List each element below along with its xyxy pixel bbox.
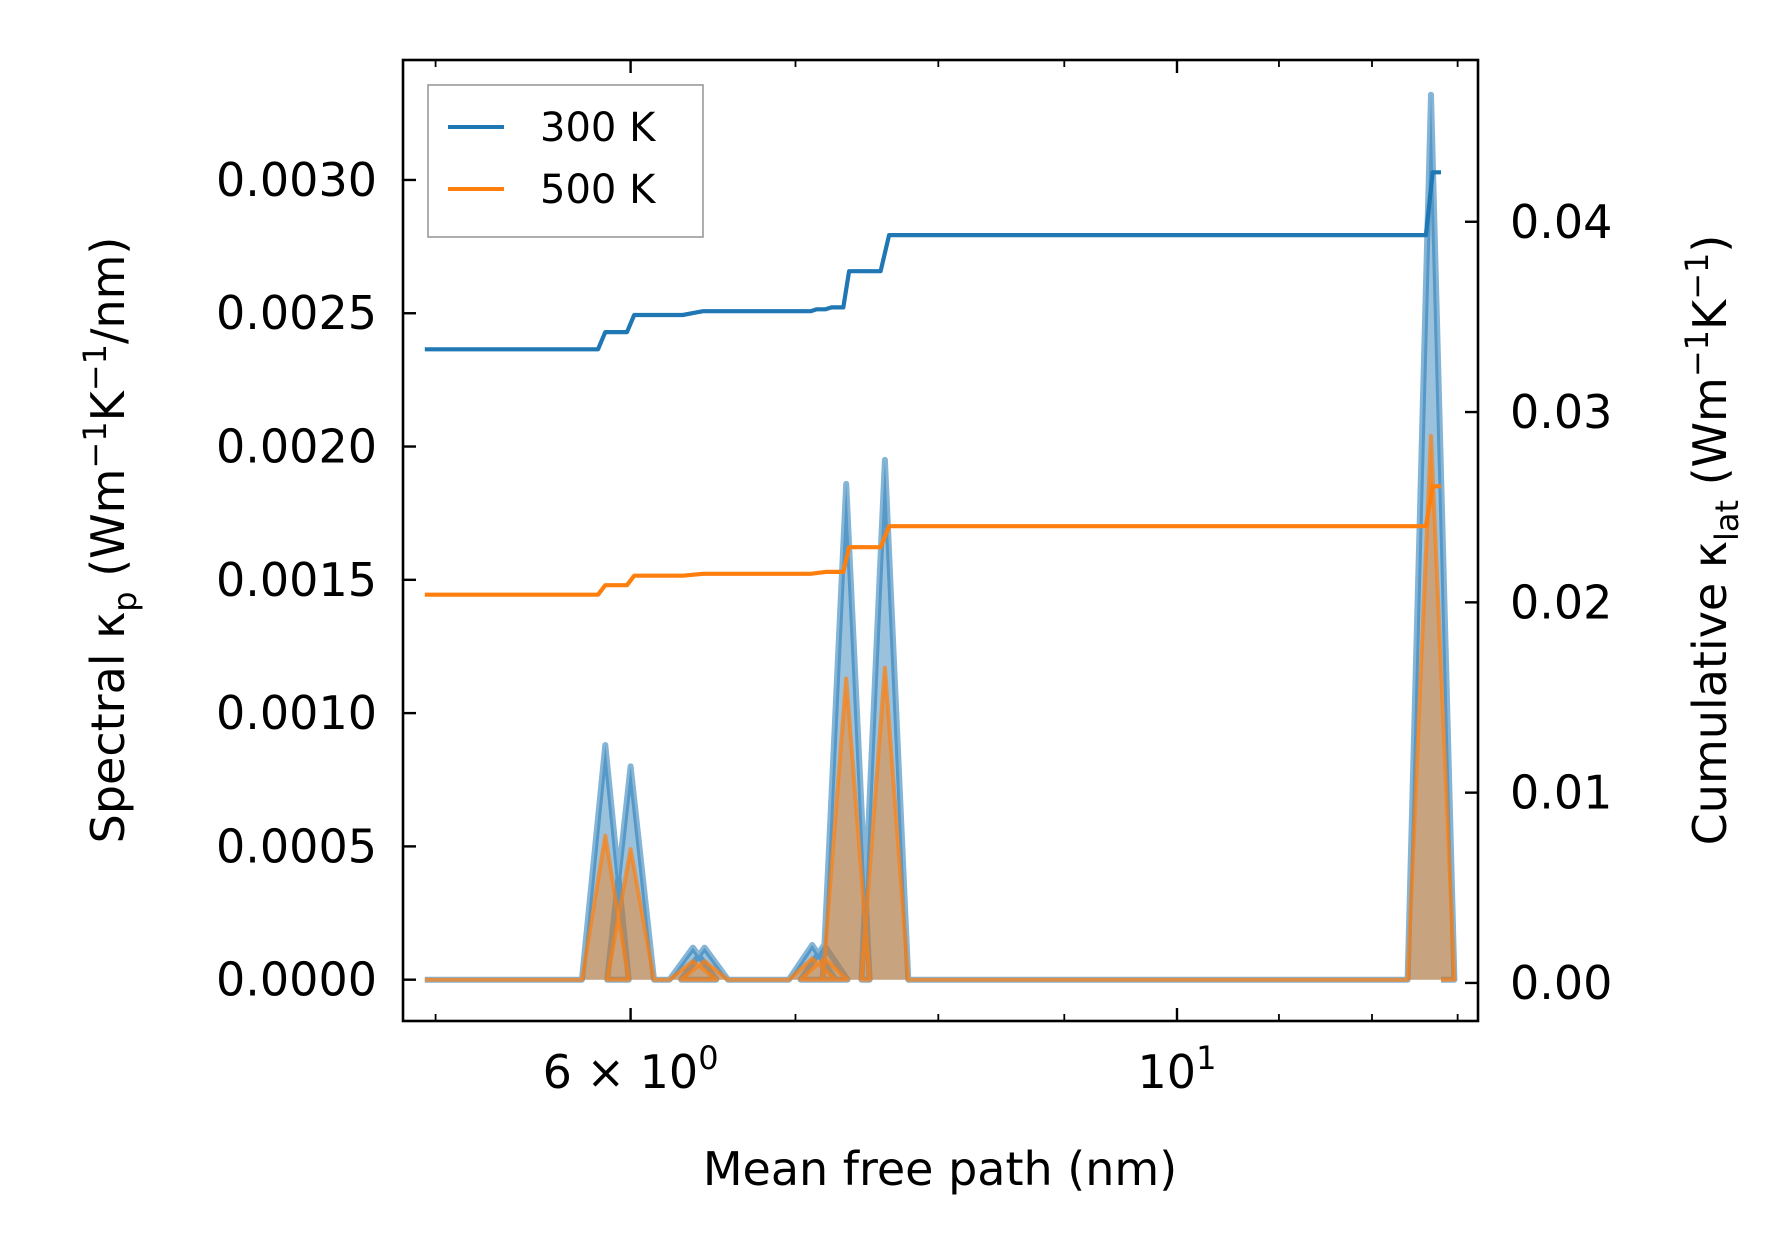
y-right-tick-label-0: 0.00 [1510,956,1612,1010]
right-axis-title: Cumulative κlat (Wm−1K−1) [1678,235,1746,846]
x-axis-title: Mean free path (nm) [703,1142,1177,1196]
y-left-tick-label-3: 0.0015 [216,553,377,607]
plot-frame [401,58,1480,1023]
left-axis-title: Spectral κp (Wm−1K−1/nm) [76,237,144,844]
y-right-tick-label-3: 0.03 [1510,385,1612,439]
y-left-tick-label-4: 0.0020 [216,420,377,474]
legend-frame [427,84,704,238]
ticks-layer: 0.0000 0.0005 0.0010 0.0015 0.0020 0.0025 0.00… [216,60,1612,1099]
y-left-tick-label-0: 0.0000 [216,953,377,1007]
spectral-layer [424,91,1458,983]
legend: 300 K 500 K [427,84,704,238]
y-right-tick-label-1: 0.01 [1510,766,1612,820]
x-tick-label-1: 101 [1138,1039,1217,1099]
y-left-tick-label-6: 0.0030 [216,153,377,207]
y-right-tick-label-4: 0.04 [1510,195,1612,249]
y-left-tick-label-5: 0.0025 [216,286,377,340]
cumulative-line-500k [424,484,1441,597]
legend-label-500k: 500 K [540,167,657,213]
legend-label-300k: 300 K [540,105,657,151]
cumulative-line-300k [424,170,1441,352]
y-left-tick-label-2: 0.0010 [216,686,377,740]
y-right-tick-label-2: 0.02 [1510,575,1612,629]
x-tick-label-0: 6 × 100 [543,1039,719,1099]
y-left-tick-label-1: 0.0005 [216,819,377,873]
cumulative-layer [424,170,1441,597]
